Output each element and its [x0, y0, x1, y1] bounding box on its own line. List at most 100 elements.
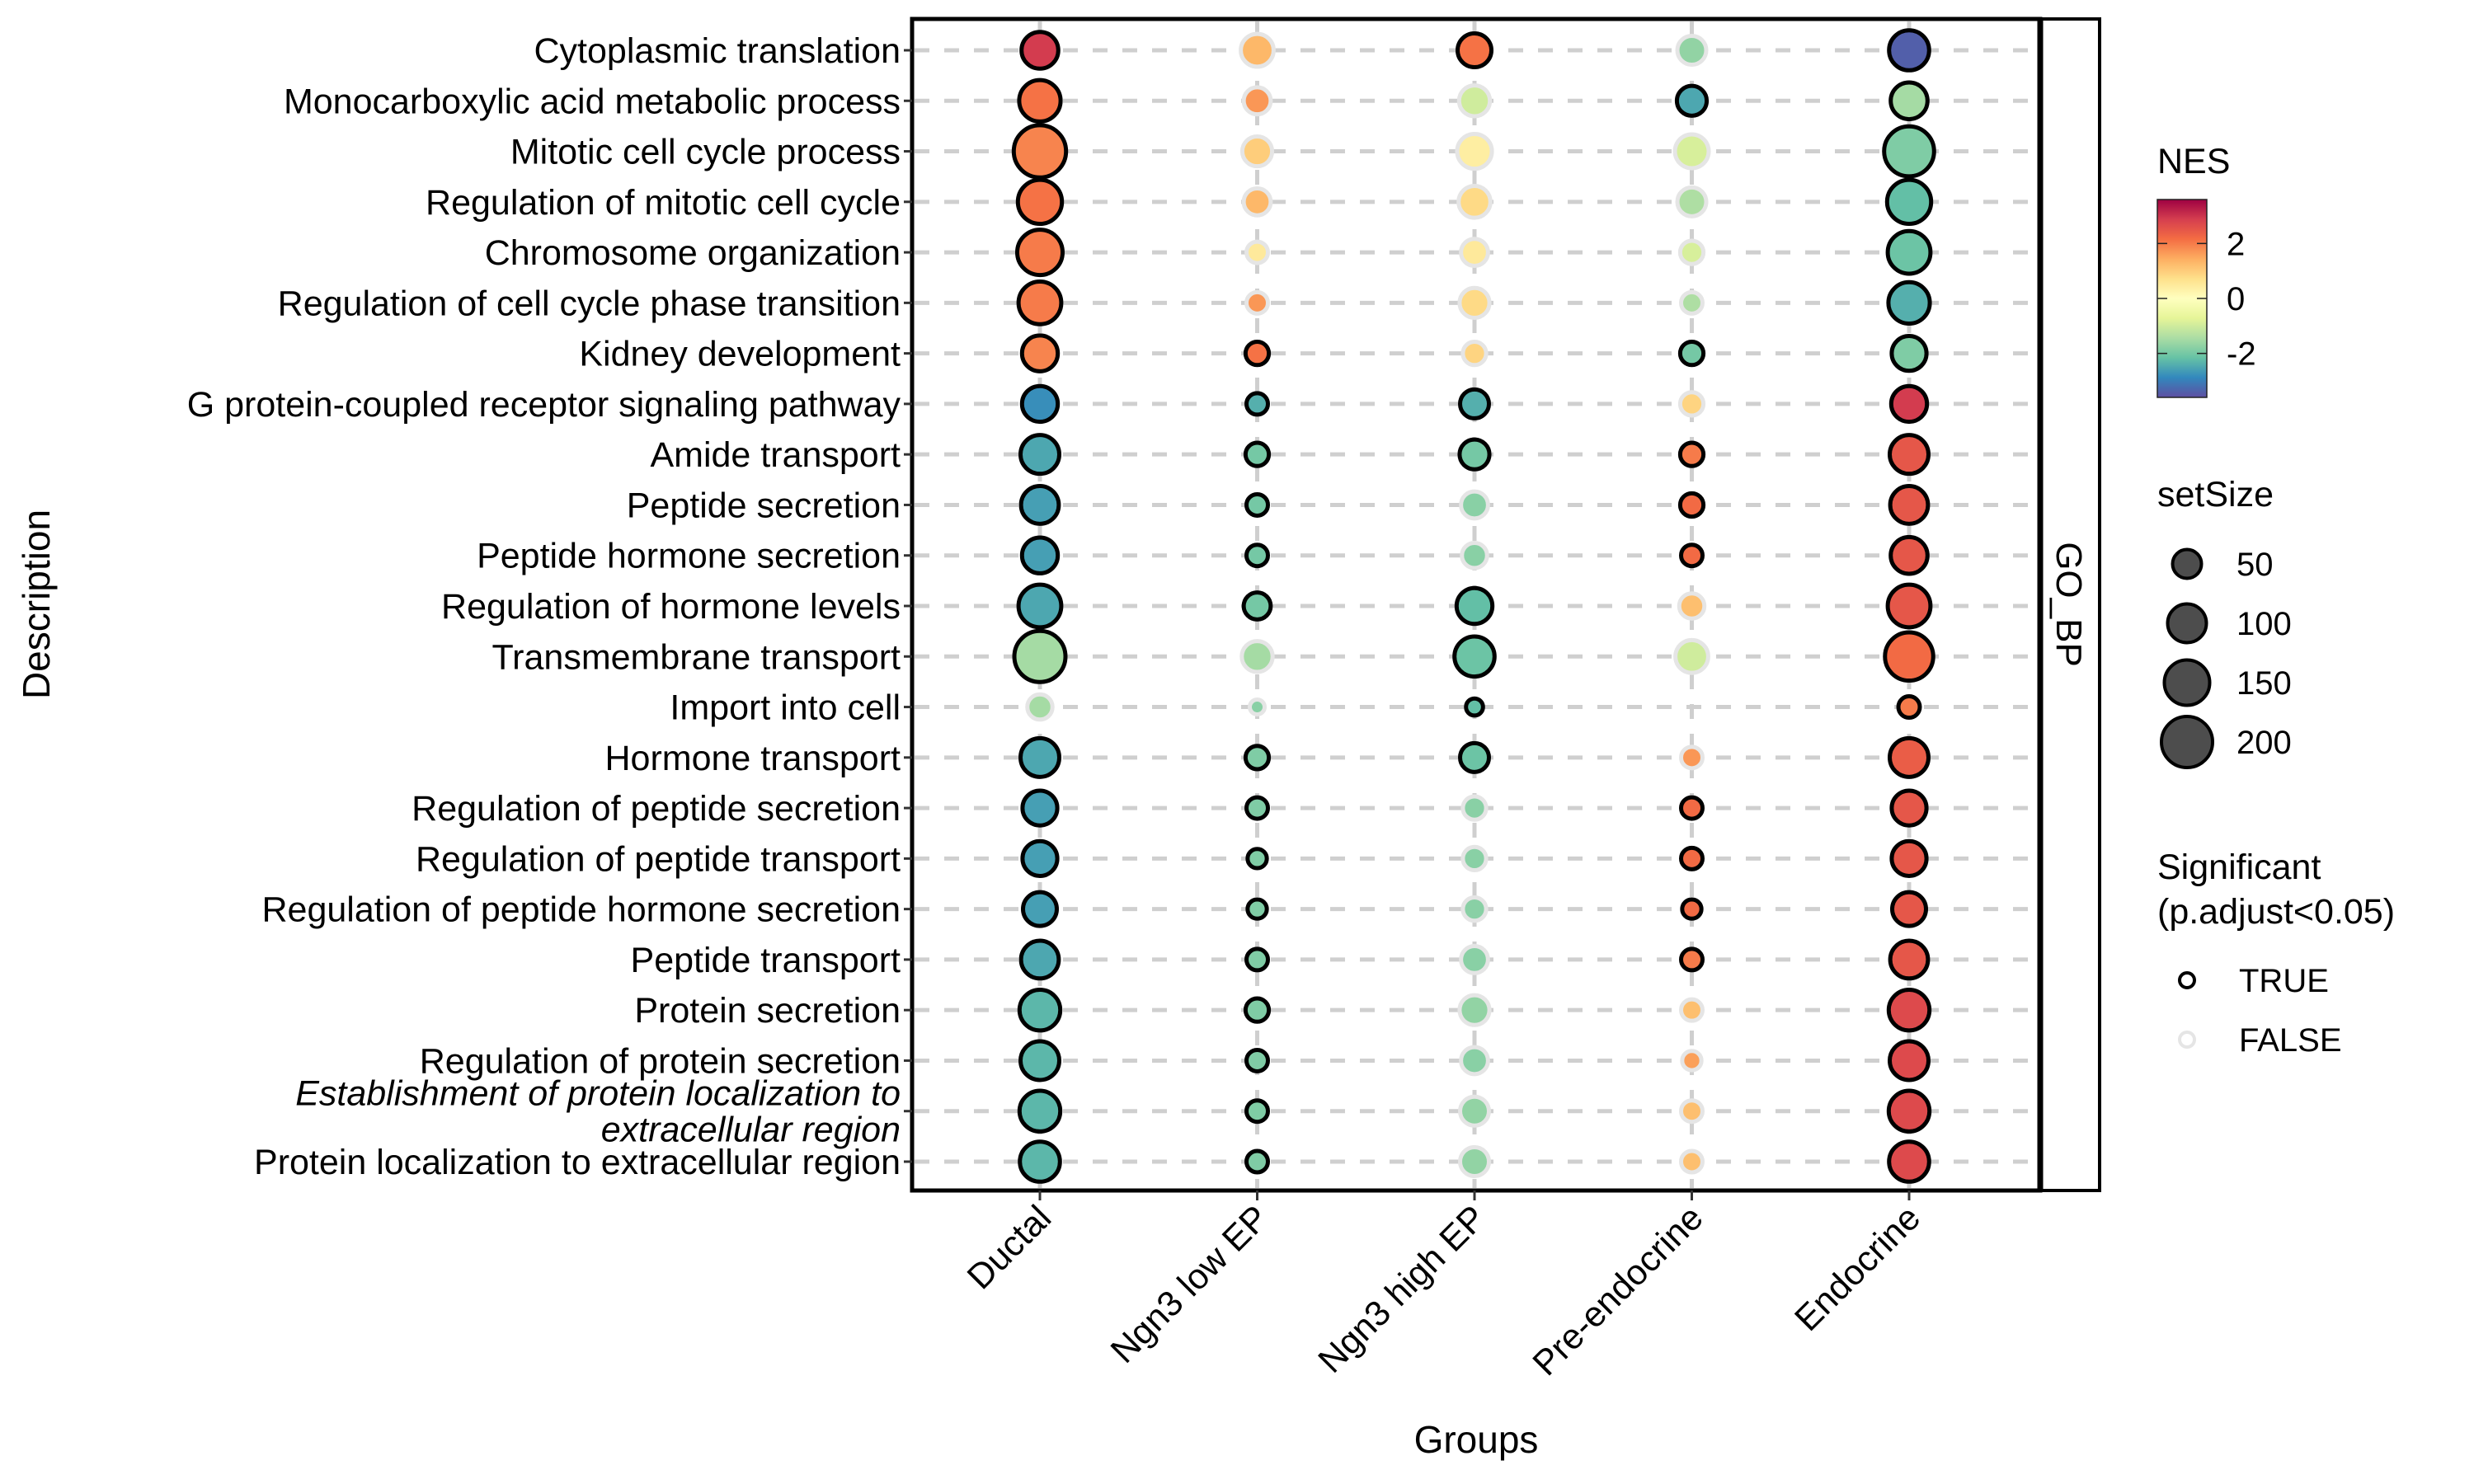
y-tick-label: Regulation of mitotic cell cycle: [426, 183, 901, 223]
data-point: [1243, 996, 1272, 1024]
x-axis-title: Groups: [1414, 1418, 1539, 1461]
data-point: [1675, 185, 1709, 218]
data-point: [1679, 542, 1705, 569]
data-point: [1887, 28, 1931, 73]
data-point: [1460, 540, 1489, 571]
data-point: [1019, 535, 1061, 575]
y-axis-title: Description: [15, 510, 58, 699]
data-point: [1896, 694, 1922, 721]
setsize-key-label: 100: [2236, 606, 2292, 642]
setsize-key-circle: [2162, 658, 2212, 707]
data-point: [1455, 131, 1494, 171]
data-point: [1459, 1045, 1490, 1077]
data-point: [1679, 1098, 1705, 1125]
data-point: [1018, 1139, 1062, 1184]
data-point: [1679, 946, 1705, 973]
data-point: [1244, 946, 1270, 973]
x-tick-label: Pre-endocrine: [1526, 1198, 1711, 1383]
data-point: [1887, 1139, 1931, 1184]
data-point: [1015, 177, 1065, 227]
data-point: [1680, 897, 1704, 921]
y-tick-label: Regulation of peptide hormone secretion: [261, 890, 901, 930]
data-point: [1458, 1145, 1491, 1178]
legend-significant: Significant (p.adjust<0.05) TRUE FALSE: [2157, 848, 2395, 1059]
data-point: [1460, 895, 1489, 923]
y-tick-label: Hormone transport: [605, 739, 901, 778]
data-point: [1888, 938, 1931, 981]
y-tick-label: Regulation of peptide transport: [416, 839, 901, 879]
data-point: [1884, 177, 1934, 227]
data-point: [1672, 132, 1711, 171]
data-point: [1239, 639, 1275, 674]
data-point: [1018, 938, 1061, 981]
y-tick-label: Peptide secretion: [627, 486, 901, 525]
legend-setsize: setSize 50 100 150 200: [2157, 475, 2292, 769]
legend-nes: NES 2 0 -2: [2157, 142, 2256, 398]
data-point: [1241, 85, 1273, 117]
y-tick-label: Monocarboxylic acid metabolic process: [284, 82, 901, 121]
data-point: [1456, 83, 1493, 119]
data-point: [1018, 1039, 1061, 1082]
data-point: [1245, 847, 1269, 871]
nes-tick-label: 2: [2227, 226, 2245, 262]
data-point: [1673, 637, 1710, 675]
data-point: [1888, 80, 1930, 122]
data-point: [1677, 440, 1706, 468]
y-tick-label: Mitotic cell cycle process: [510, 133, 901, 172]
y-tick-label: Establishment of protein localization to…: [295, 1074, 901, 1150]
x-tick-label: Ductal: [960, 1198, 1059, 1297]
data-point: [1016, 279, 1064, 326]
data-point: [1244, 542, 1270, 569]
setsize-key-circle: [2171, 547, 2204, 580]
data-point: [1885, 582, 1933, 630]
data-point: [1679, 744, 1705, 771]
y-tick-label: Import into cell: [670, 688, 901, 728]
data-point: [1019, 383, 1061, 425]
data-point: [1674, 83, 1710, 118]
facet-strip: [2039, 17, 2101, 1192]
data-point: [1888, 735, 1931, 779]
data-point: [1018, 484, 1061, 526]
y-axis: Cytoplasmic translation Monocarboxylic ac…: [187, 31, 912, 1182]
data-point: [1677, 591, 1707, 621]
data-point: [1675, 34, 1709, 67]
data-point: [1458, 740, 1491, 774]
data-point: [1456, 184, 1493, 220]
setsize-key-label: 150: [2236, 665, 2292, 702]
data-point: [1012, 628, 1068, 684]
data-point: [1018, 433, 1061, 477]
data-point: [1019, 30, 1061, 71]
data-point: [1679, 795, 1705, 821]
data-point: [1248, 697, 1267, 717]
data-point: [1243, 744, 1272, 772]
y-tick-label: Regulation of protein secretion: [420, 1041, 901, 1081]
data-point: [1245, 897, 1269, 921]
legend-sig-true-key: [2178, 971, 2196, 989]
data-point: [1680, 1049, 1704, 1073]
data-point: [1886, 987, 1932, 1033]
legend-nes-title: NES: [2157, 142, 2230, 181]
data-point: [1239, 134, 1275, 169]
y-tick-label: Transmembrane transport: [492, 637, 901, 677]
y-tick-label: Cytoplasmic translation: [534, 31, 901, 71]
legend-significant-title-line1: Significant: [2157, 848, 2321, 887]
x-tick-label: Ngn3 low EP: [1103, 1198, 1277, 1371]
setsize-legend-keys: 50 100 150 200: [2160, 547, 2292, 769]
data-point: [1677, 340, 1706, 368]
nes-tick-label: -2: [2227, 336, 2256, 373]
data-point: [1244, 289, 1270, 316]
data-point: [1016, 582, 1064, 630]
data-point: [1244, 1148, 1270, 1175]
data-point: [1882, 124, 1936, 179]
data-point: [1679, 289, 1705, 316]
y-tick-label: Peptide transport: [631, 941, 901, 980]
data-point: [1459, 944, 1490, 975]
y-tick-label: Amide transport: [650, 435, 901, 475]
data-point: [1020, 788, 1060, 828]
data-point: [1888, 1039, 1931, 1082]
y-tick-label: Protein localization to extracellular re…: [254, 1143, 901, 1182]
data-point: [1464, 696, 1485, 718]
data-point: [1679, 997, 1705, 1023]
y-tick-label: Peptide hormone secretion: [477, 537, 901, 576]
